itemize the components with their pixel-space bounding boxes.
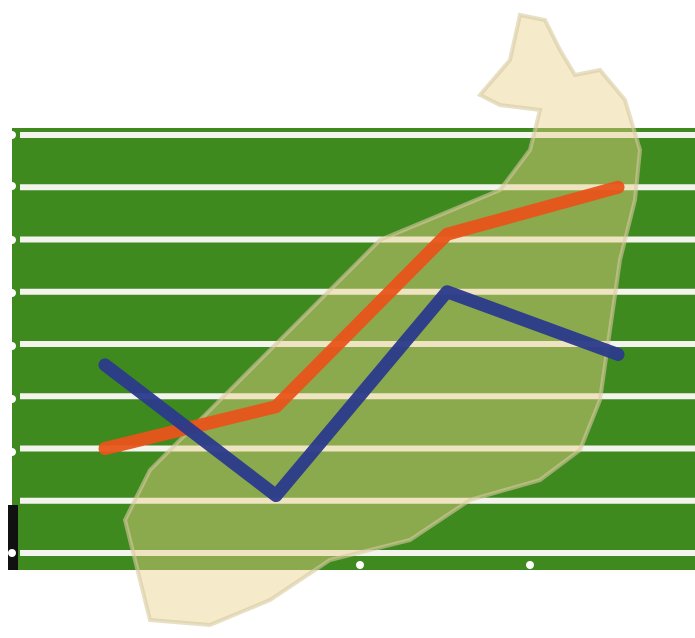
dot [356,561,364,569]
edge-shadow [8,505,18,570]
dot [8,395,16,403]
dot [8,549,16,557]
dot [8,289,16,297]
dot [8,342,16,350]
dot [8,131,16,139]
dot [8,236,16,244]
edge-dots [8,131,534,569]
dot [8,182,16,190]
dot [526,561,534,569]
dot [8,448,16,456]
data-line [98,285,625,503]
